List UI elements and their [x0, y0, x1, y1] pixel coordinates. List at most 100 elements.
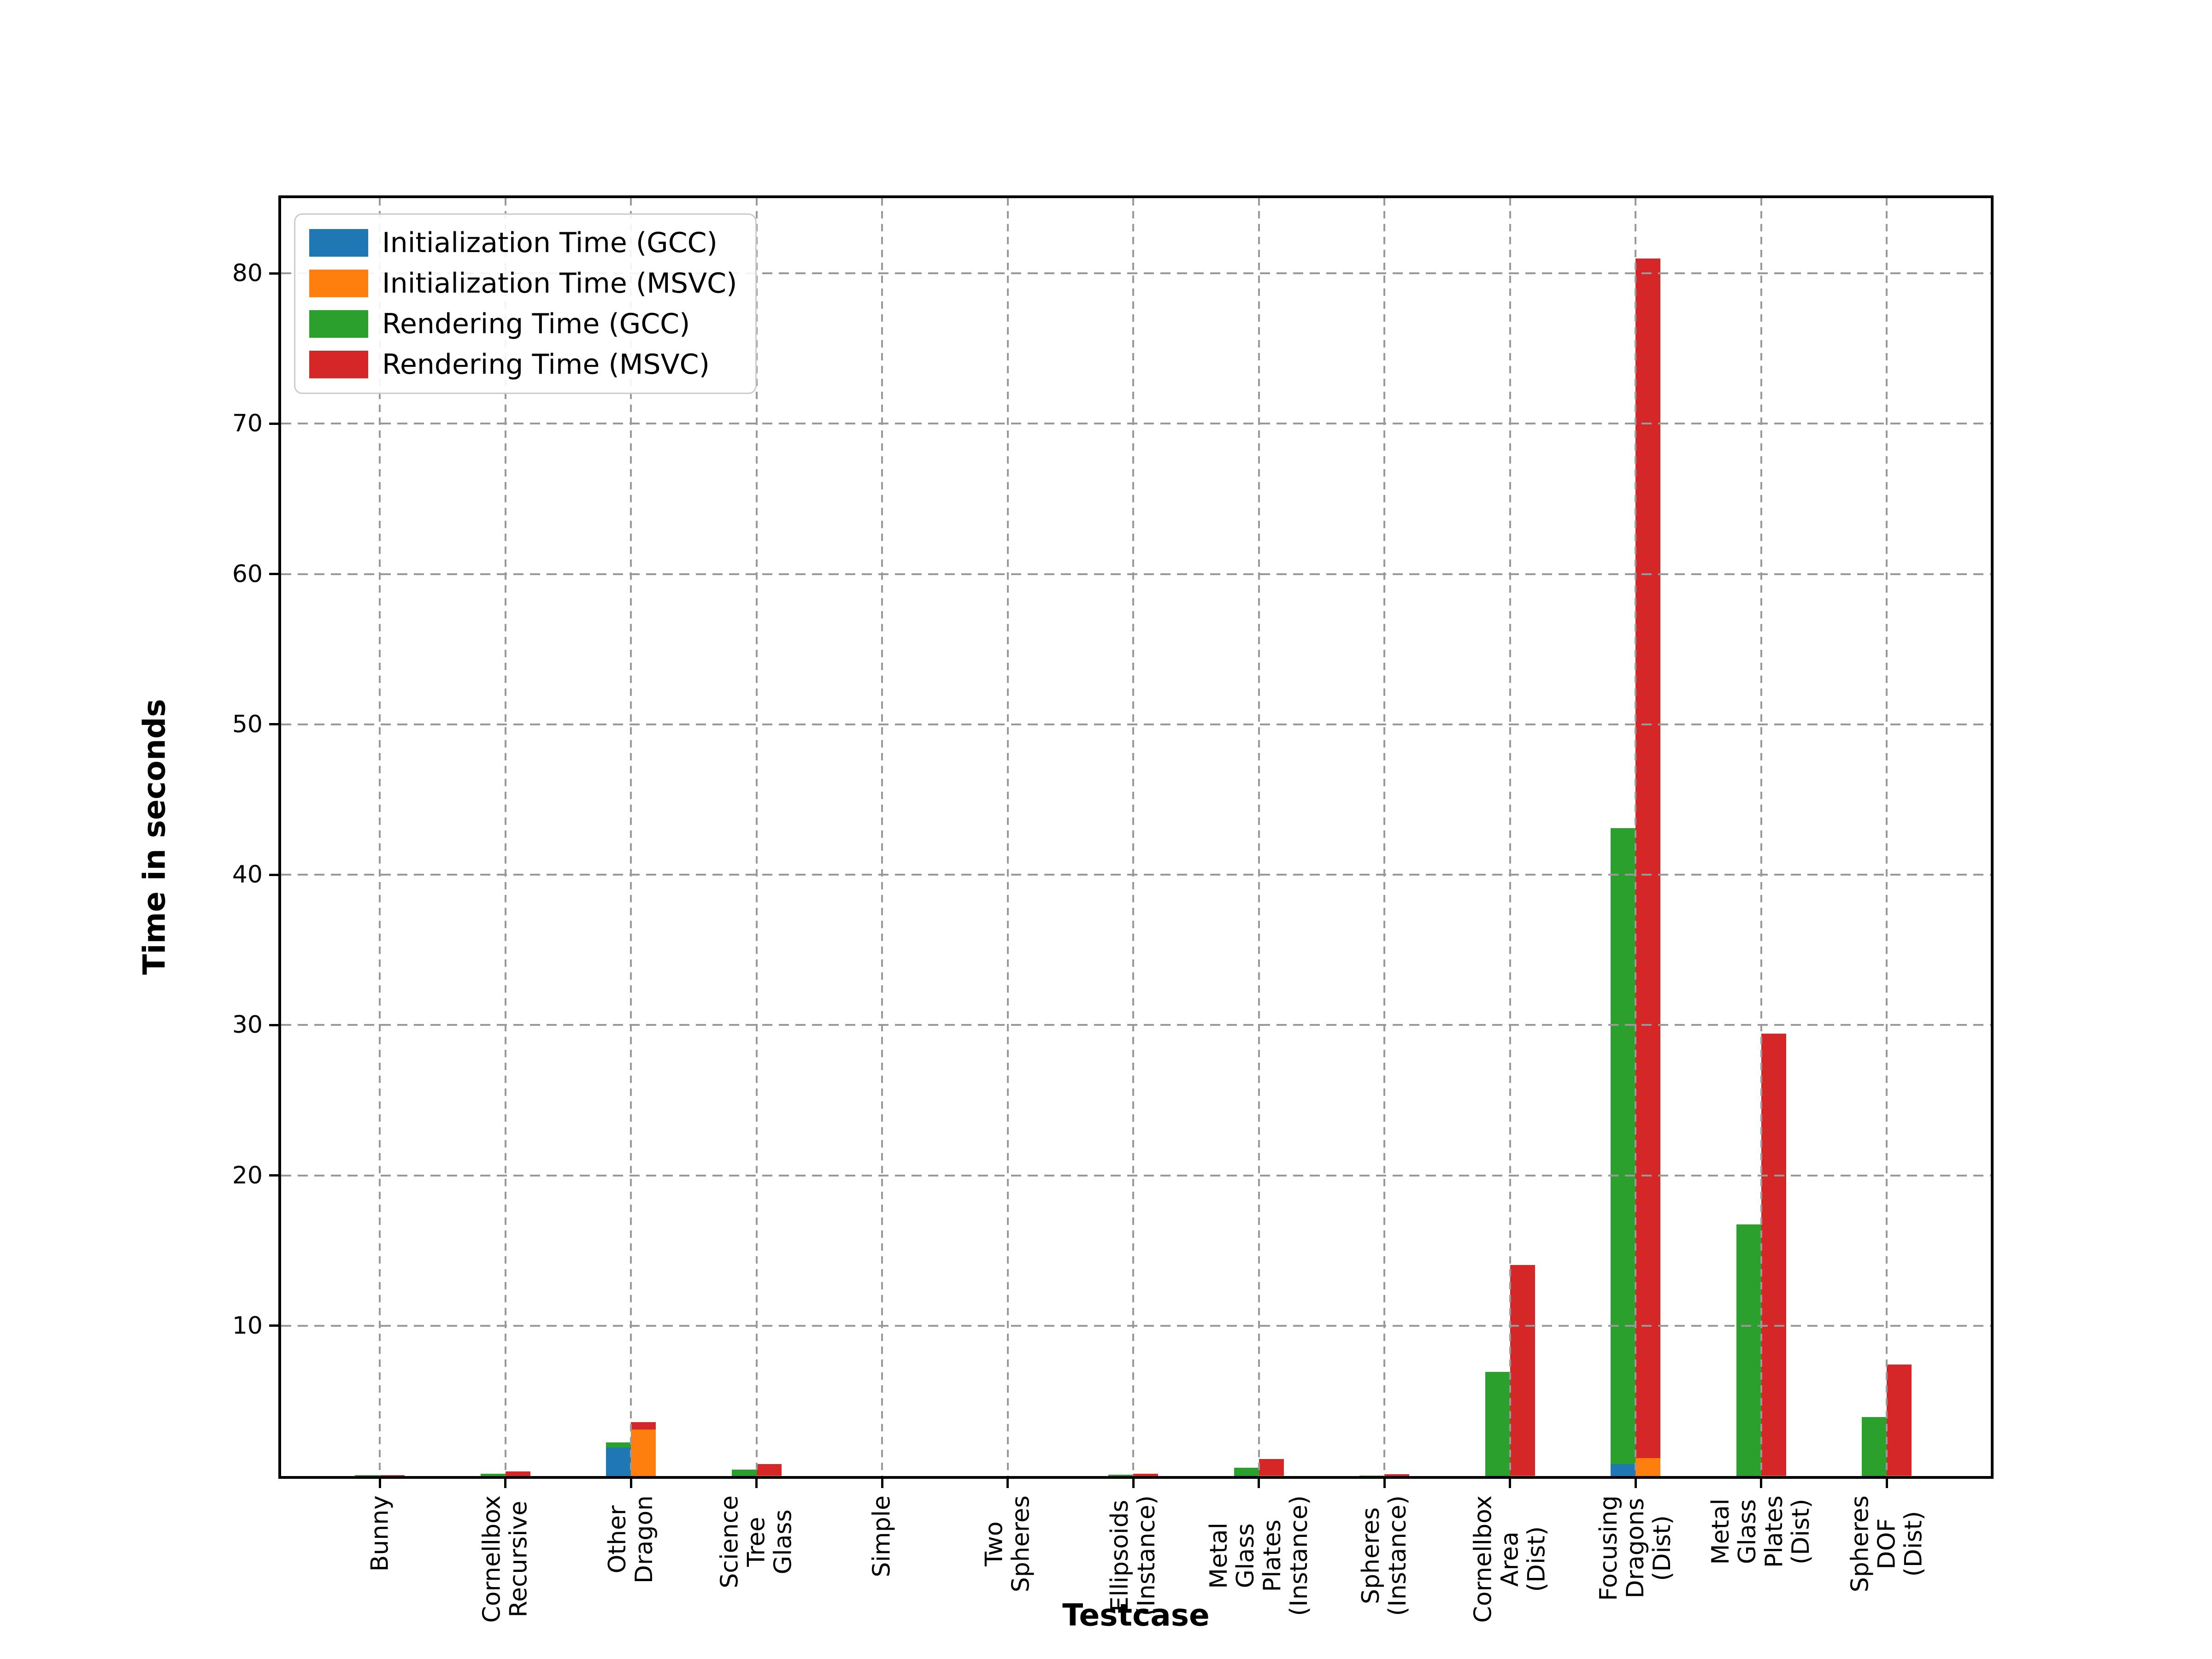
x-tick-label: Two Spheres — [980, 1495, 1035, 1593]
bar-segment — [1611, 828, 1635, 1464]
x-tick-mark — [755, 1477, 758, 1488]
legend-entry: Rendering Time (GCC) — [309, 308, 737, 340]
y-tick-mark — [269, 1324, 280, 1327]
legend-label: Rendering Time (MSVC) — [382, 348, 710, 381]
y-tick-mark — [269, 1024, 280, 1026]
x-tick-label: Metal Glass Plates (Dist) — [1707, 1495, 1815, 1568]
legend: Initialization Time (GCC) Initialization … — [294, 213, 757, 394]
gridline-vertical — [755, 198, 758, 1476]
x-tick-label: Focusing Dragons (Dist) — [1595, 1495, 1676, 1601]
bar-segment — [1259, 1459, 1284, 1476]
bar-segment — [606, 1447, 631, 1476]
bar-segment — [756, 1464, 782, 1476]
legend-entry: Initialization Time (GCC) — [309, 227, 737, 259]
x-tick-mark — [1885, 1477, 1888, 1488]
bar-segment — [480, 1474, 506, 1476]
gridline-vertical — [1006, 198, 1009, 1476]
y-tick-label: 40 — [232, 861, 263, 889]
gridline-vertical — [630, 198, 632, 1476]
bar-segment — [380, 1475, 405, 1476]
x-tick-label: Spheres DOF (Dist) — [1846, 1495, 1927, 1593]
gridline-vertical — [1132, 198, 1134, 1476]
x-tick-label: Science Tree Glass — [716, 1495, 797, 1588]
legend-label: Initialization Time (MSVC) — [382, 267, 737, 300]
y-tick-mark — [269, 272, 280, 275]
y-tick-mark — [269, 1174, 280, 1177]
y-tick-label: 70 — [232, 410, 263, 438]
bar-segment — [1234, 1468, 1259, 1476]
x-tick-mark — [504, 1477, 506, 1488]
x-tick-label: Simple — [868, 1495, 896, 1577]
gridline-vertical — [1258, 198, 1260, 1476]
x-tick-label: Spheres (Instance) — [1357, 1495, 1412, 1616]
x-tick-label: Metal Glass Plates (Instance) — [1205, 1495, 1313, 1616]
y-tick-label: 30 — [232, 1011, 263, 1039]
y-tick-label: 80 — [232, 259, 263, 288]
y-tick-mark — [269, 723, 280, 726]
x-tick-mark — [1132, 1477, 1135, 1488]
x-tick-mark — [1258, 1477, 1260, 1488]
x-tick-label: Other Dragon — [604, 1495, 658, 1584]
bar-segment — [1761, 1033, 1786, 1476]
legend-swatch — [309, 310, 368, 338]
x-tick-label: Cornellbox Area (Dist) — [1469, 1495, 1551, 1623]
x-tick-mark — [1383, 1477, 1386, 1488]
gridline-horizontal — [281, 423, 1991, 425]
legend-entry: Rendering Time (MSVC) — [309, 348, 737, 381]
y-tick-mark — [269, 873, 280, 876]
legend-swatch — [309, 351, 368, 378]
y-tick-label: 50 — [232, 710, 263, 738]
bar-segment — [731, 1470, 757, 1476]
bar-segment — [1887, 1364, 1912, 1476]
gridline-vertical — [504, 198, 506, 1476]
bar-segment — [606, 1442, 631, 1448]
gridline-vertical — [1635, 198, 1636, 1476]
gridline-horizontal — [281, 1324, 1991, 1327]
y-tick-mark — [269, 573, 280, 576]
gridline-horizontal — [281, 272, 1991, 275]
gridline-vertical — [1383, 198, 1385, 1476]
gridline-horizontal — [281, 573, 1991, 575]
x-tick-mark — [378, 1477, 381, 1488]
gridline-horizontal — [281, 874, 1991, 876]
y-axis-label: Time in seconds — [136, 699, 172, 975]
gridline-vertical — [379, 198, 381, 1476]
bar-segment — [355, 1475, 380, 1476]
bar-segment — [1133, 1474, 1158, 1476]
bar-segment — [505, 1471, 530, 1476]
legend-swatch — [309, 270, 368, 297]
legend-label: Rendering Time (GCC) — [382, 308, 690, 340]
y-tick-label: 10 — [232, 1312, 263, 1340]
x-tick-label: Bunny — [366, 1495, 394, 1572]
bar-segment — [1611, 1464, 1635, 1476]
bar-segment — [1635, 258, 1660, 1458]
bar-segment — [1384, 1474, 1409, 1476]
x-tick-label: Ellipsoids (Instance) — [1106, 1495, 1160, 1616]
legend-swatch — [309, 229, 368, 257]
gridline-horizontal — [281, 723, 1991, 725]
legend-label: Initialization Time (GCC) — [382, 227, 718, 259]
bar-segment — [1736, 1224, 1761, 1476]
bar-segment — [1635, 1458, 1660, 1476]
x-tick-mark — [1760, 1477, 1762, 1488]
x-tick-mark — [629, 1477, 632, 1488]
x-tick-mark — [881, 1477, 883, 1488]
y-tick-label: 20 — [232, 1161, 263, 1189]
gridline-vertical — [1886, 198, 1888, 1476]
legend-entry: Initialization Time (MSVC) — [309, 267, 737, 300]
bar-segment — [631, 1422, 656, 1430]
x-tick-mark — [1006, 1477, 1009, 1488]
y-tick-label: 60 — [232, 560, 263, 588]
bar-segment — [1862, 1417, 1887, 1476]
bar-segment — [1108, 1475, 1133, 1476]
bar-segment — [631, 1429, 656, 1476]
plot-area — [281, 198, 1991, 1476]
bar-segment — [1510, 1265, 1535, 1476]
gridline-vertical — [881, 198, 883, 1476]
y-tick-mark — [269, 422, 280, 425]
x-tick-mark — [1509, 1477, 1511, 1488]
bar-segment — [1485, 1371, 1510, 1476]
gridline-horizontal — [281, 1174, 1991, 1177]
x-axis-label: Testcase — [1062, 1597, 1210, 1633]
